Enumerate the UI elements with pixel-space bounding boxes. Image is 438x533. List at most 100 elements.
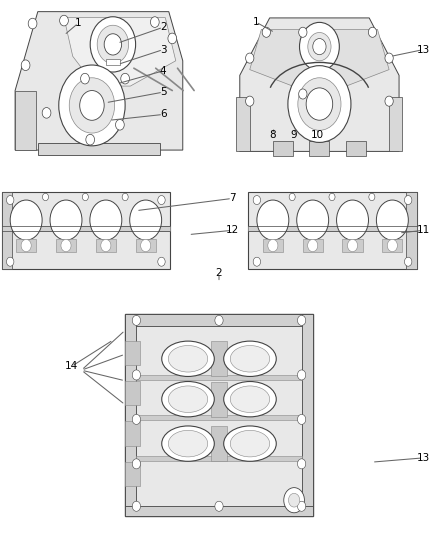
Circle shape (253, 257, 261, 266)
FancyBboxPatch shape (106, 59, 120, 65)
FancyBboxPatch shape (2, 192, 12, 269)
Ellipse shape (168, 430, 208, 457)
Circle shape (297, 316, 306, 326)
Circle shape (90, 17, 136, 72)
Circle shape (150, 17, 159, 27)
FancyBboxPatch shape (302, 314, 313, 516)
Circle shape (385, 53, 393, 63)
FancyBboxPatch shape (16, 239, 36, 252)
Circle shape (141, 239, 151, 252)
Polygon shape (64, 18, 176, 86)
Ellipse shape (10, 200, 42, 240)
Ellipse shape (376, 200, 408, 240)
Circle shape (104, 34, 122, 55)
FancyBboxPatch shape (125, 381, 140, 405)
Circle shape (284, 488, 304, 513)
FancyBboxPatch shape (382, 239, 403, 252)
FancyBboxPatch shape (310, 141, 329, 156)
Ellipse shape (162, 382, 214, 417)
FancyBboxPatch shape (125, 462, 140, 486)
Circle shape (299, 89, 307, 99)
Circle shape (404, 257, 412, 266)
Text: 13: 13 (417, 45, 430, 54)
Circle shape (86, 134, 95, 145)
Ellipse shape (297, 200, 328, 240)
Text: 2: 2 (215, 269, 223, 278)
Circle shape (306, 88, 333, 120)
FancyBboxPatch shape (237, 97, 250, 151)
FancyBboxPatch shape (125, 314, 136, 516)
Circle shape (21, 239, 31, 252)
Circle shape (97, 25, 129, 63)
Ellipse shape (230, 345, 270, 372)
Text: 14: 14 (65, 361, 78, 372)
Circle shape (385, 96, 393, 106)
Text: 7: 7 (229, 193, 235, 204)
Text: 3: 3 (160, 45, 166, 54)
FancyBboxPatch shape (273, 141, 293, 156)
FancyBboxPatch shape (212, 382, 226, 417)
Ellipse shape (162, 341, 214, 376)
Ellipse shape (230, 430, 270, 457)
Circle shape (101, 239, 111, 252)
Circle shape (297, 414, 306, 424)
Circle shape (61, 239, 71, 252)
Text: 10: 10 (311, 130, 324, 140)
Circle shape (300, 22, 339, 71)
FancyBboxPatch shape (136, 239, 156, 252)
Ellipse shape (168, 345, 208, 372)
Circle shape (313, 38, 326, 55)
Ellipse shape (230, 386, 270, 413)
FancyBboxPatch shape (125, 314, 313, 327)
Circle shape (307, 239, 318, 252)
Text: 13: 13 (417, 453, 430, 463)
Circle shape (404, 196, 412, 205)
FancyBboxPatch shape (125, 341, 140, 365)
FancyBboxPatch shape (38, 143, 160, 155)
Circle shape (347, 239, 357, 252)
FancyBboxPatch shape (15, 91, 36, 150)
Circle shape (121, 74, 130, 84)
Circle shape (28, 18, 37, 29)
Text: 8: 8 (269, 130, 276, 140)
Text: 4: 4 (160, 66, 166, 76)
Circle shape (132, 414, 141, 424)
Text: 6: 6 (160, 109, 166, 119)
Circle shape (42, 193, 49, 200)
Circle shape (215, 501, 223, 511)
FancyBboxPatch shape (212, 341, 226, 376)
Circle shape (288, 66, 351, 142)
FancyBboxPatch shape (125, 422, 140, 446)
FancyBboxPatch shape (263, 239, 283, 252)
Circle shape (42, 108, 51, 118)
Circle shape (116, 119, 124, 130)
Polygon shape (240, 18, 399, 151)
Circle shape (299, 27, 307, 37)
FancyBboxPatch shape (248, 192, 417, 269)
Ellipse shape (162, 426, 214, 461)
Ellipse shape (50, 200, 82, 240)
Ellipse shape (168, 386, 208, 413)
FancyBboxPatch shape (212, 426, 226, 461)
Circle shape (132, 459, 141, 469)
Ellipse shape (224, 382, 276, 417)
FancyBboxPatch shape (125, 506, 313, 516)
Circle shape (246, 53, 254, 63)
Circle shape (297, 501, 306, 511)
Circle shape (308, 33, 331, 61)
Circle shape (80, 91, 104, 120)
Circle shape (168, 33, 177, 44)
FancyBboxPatch shape (343, 239, 363, 252)
FancyBboxPatch shape (136, 415, 302, 421)
Circle shape (21, 60, 30, 70)
Circle shape (297, 459, 306, 469)
Circle shape (329, 193, 335, 200)
FancyBboxPatch shape (303, 239, 323, 252)
Circle shape (215, 316, 223, 326)
Ellipse shape (90, 200, 122, 240)
FancyBboxPatch shape (96, 239, 116, 252)
Ellipse shape (130, 200, 162, 240)
Circle shape (132, 370, 141, 380)
Polygon shape (250, 29, 389, 87)
FancyBboxPatch shape (2, 226, 170, 231)
